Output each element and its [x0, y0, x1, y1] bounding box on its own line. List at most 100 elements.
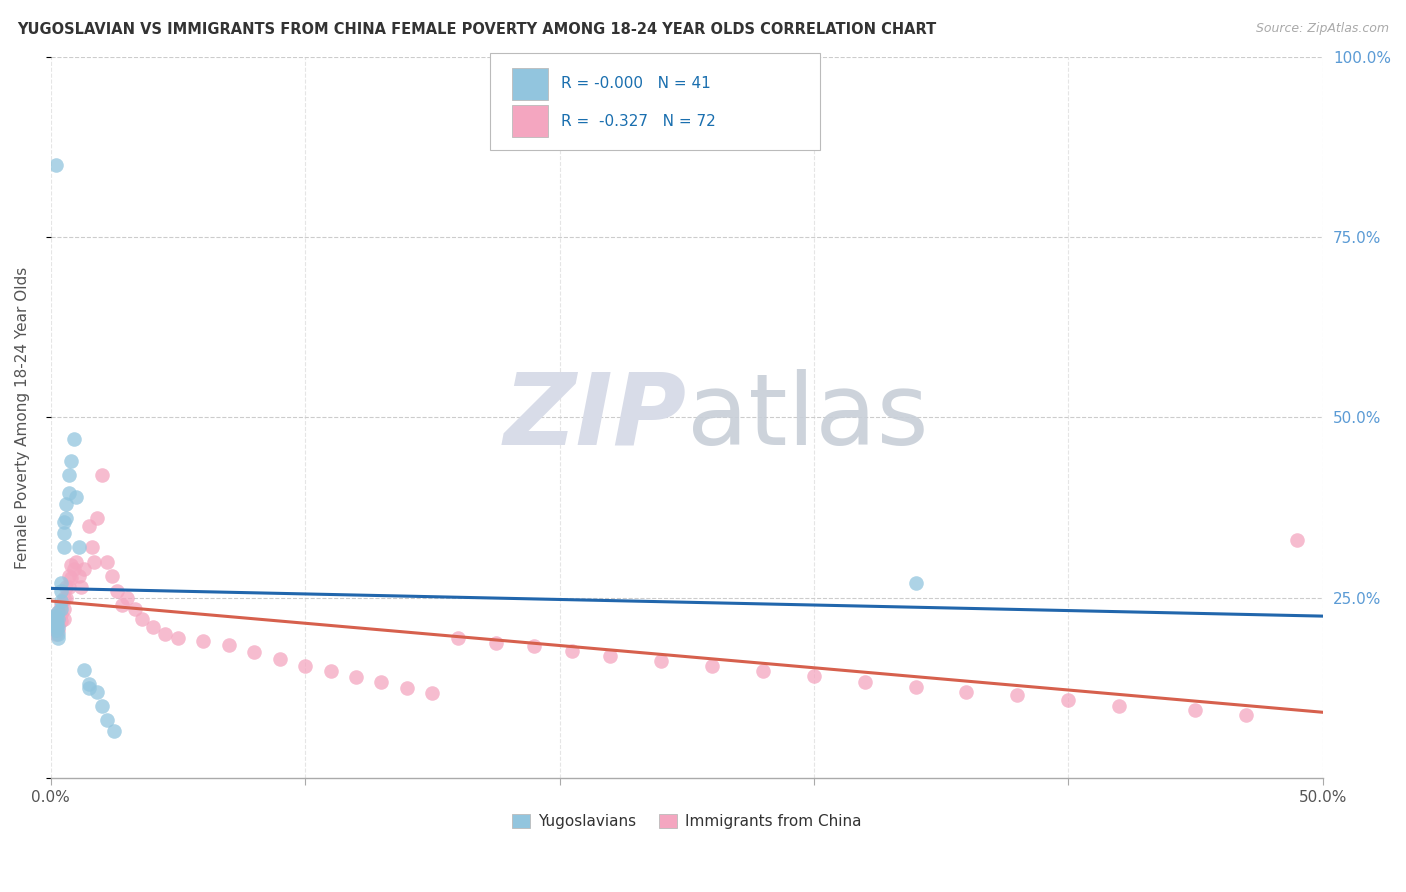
Point	[62, 562, 84, 576]
Point	[853, 674, 876, 689]
Point	[131, 612, 153, 626]
Point	[60, 571, 83, 585]
Point	[395, 681, 418, 695]
Point	[45, 608, 67, 623]
Point	[42, 612, 65, 626]
Point	[319, 665, 342, 679]
Point	[45, 158, 67, 172]
Point	[344, 670, 367, 684]
Point	[49, 594, 72, 608]
Point	[55, 591, 77, 605]
Point	[60, 558, 83, 573]
Point	[55, 511, 77, 525]
Point	[45, 624, 67, 638]
Point	[218, 638, 240, 652]
Text: atlas: atlas	[686, 369, 928, 466]
Point	[167, 631, 190, 645]
Point	[422, 686, 444, 700]
Point	[52, 541, 75, 555]
Point	[62, 432, 84, 446]
FancyBboxPatch shape	[512, 105, 548, 137]
Point	[115, 591, 138, 605]
Point	[73, 663, 96, 677]
Point	[485, 635, 508, 649]
Point	[803, 669, 825, 683]
Point	[124, 601, 146, 615]
Point	[52, 525, 75, 540]
Point	[904, 576, 927, 591]
Point	[48, 611, 70, 625]
Point	[49, 598, 72, 612]
Text: R =  -0.327   N = 72: R = -0.327 N = 72	[561, 114, 716, 128]
Point	[904, 680, 927, 694]
Point	[45, 620, 67, 634]
Point	[65, 555, 87, 569]
Point	[55, 580, 77, 594]
Point	[48, 624, 70, 638]
Point	[45, 608, 67, 623]
Point	[73, 562, 96, 576]
Point	[42, 612, 65, 626]
Point	[45, 614, 67, 628]
Text: R = -0.000   N = 41: R = -0.000 N = 41	[561, 76, 710, 91]
Point	[193, 634, 215, 648]
Point	[48, 605, 70, 619]
Point	[269, 652, 291, 666]
Point	[45, 620, 67, 634]
Point	[67, 541, 90, 555]
Point	[58, 569, 80, 583]
Point	[67, 569, 90, 583]
Point	[599, 648, 621, 663]
Point	[48, 605, 70, 619]
Point	[1184, 703, 1206, 717]
Point	[294, 659, 316, 673]
Point	[48, 627, 70, 641]
Point	[49, 614, 72, 628]
FancyBboxPatch shape	[489, 53, 820, 151]
Point	[86, 511, 108, 525]
Point	[45, 616, 67, 631]
Point	[86, 684, 108, 698]
Point	[65, 490, 87, 504]
Point	[52, 515, 75, 529]
Text: ZIP: ZIP	[503, 369, 686, 466]
Point	[52, 591, 75, 605]
Point	[60, 454, 83, 468]
Point	[42, 616, 65, 631]
Point	[370, 675, 392, 690]
Text: Source: ZipAtlas.com: Source: ZipAtlas.com	[1256, 22, 1389, 36]
Point	[103, 724, 125, 739]
Point	[49, 576, 72, 591]
Point	[447, 631, 470, 645]
Point	[650, 654, 672, 668]
Point	[1234, 707, 1257, 722]
Point	[702, 658, 724, 673]
Point	[49, 601, 72, 615]
Point	[58, 468, 80, 483]
Point	[77, 518, 100, 533]
Point	[83, 555, 105, 569]
Point	[101, 569, 124, 583]
Point	[48, 616, 70, 631]
Point	[52, 601, 75, 615]
Point	[561, 644, 583, 658]
Point	[42, 620, 65, 634]
Legend: Yugoslavians, Immigrants from China: Yugoslavians, Immigrants from China	[506, 808, 868, 836]
Point	[48, 612, 70, 626]
Point	[45, 612, 67, 626]
Point	[96, 555, 118, 569]
Point	[55, 497, 77, 511]
Point	[142, 620, 165, 634]
Point	[48, 620, 70, 634]
Point	[58, 580, 80, 594]
Point	[111, 598, 134, 612]
Point	[1286, 533, 1309, 548]
Point	[45, 614, 67, 628]
Point	[70, 580, 93, 594]
Point	[1057, 693, 1080, 707]
Point	[45, 616, 67, 631]
Point	[42, 608, 65, 623]
Point	[49, 583, 72, 598]
Point	[58, 486, 80, 500]
Point	[45, 627, 67, 641]
